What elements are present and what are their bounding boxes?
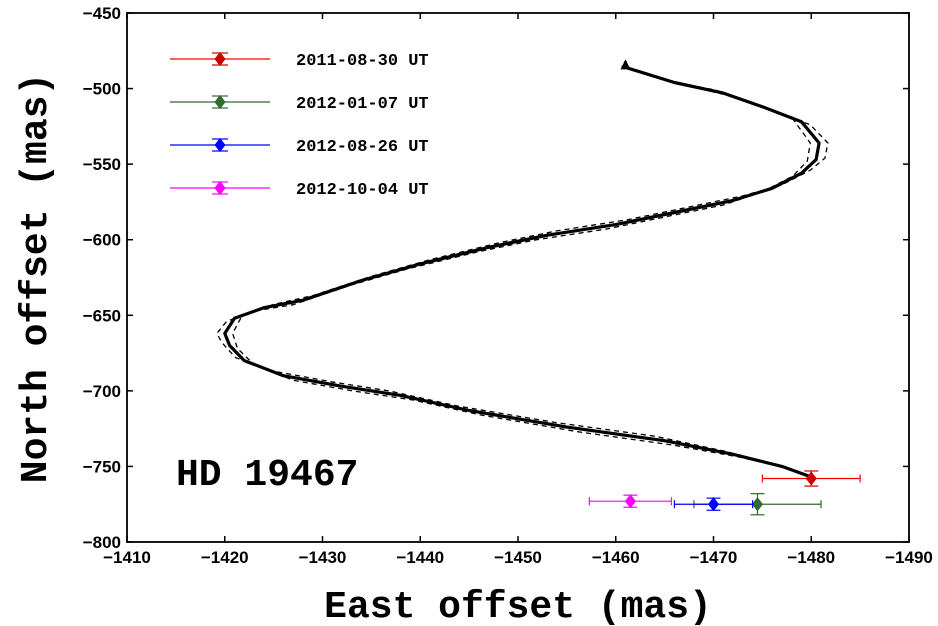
- x-tick-label: −1410: [103, 548, 151, 567]
- data-point-marker: [751, 497, 763, 512]
- orbit-track: [223, 59, 821, 479]
- envelope-outer: [216, 65, 812, 478]
- data-point-marker: [805, 471, 817, 486]
- orbit-line: [223, 59, 821, 479]
- y-tick-label: −450: [83, 4, 121, 23]
- legend-entry: 2011-08-30 UT: [170, 51, 429, 71]
- x-tick-label: −1440: [396, 548, 444, 567]
- x-tick-label: −1420: [201, 548, 249, 567]
- data-points: [588, 470, 861, 516]
- legend-label: 2012-08-26 UT: [296, 138, 429, 157]
- legend-marker: [214, 180, 226, 196]
- x-tick-label: −1460: [592, 548, 640, 567]
- x-tick-label: −1470: [690, 548, 738, 567]
- data-point-2011-08-30-ut: [761, 470, 861, 487]
- y-tick-label: −700: [83, 382, 121, 401]
- data-point-2012-08-26-ut: [673, 497, 754, 512]
- legend-label: 2012-01-07 UT: [296, 95, 429, 114]
- legend-entry: 2012-10-04 UT: [170, 180, 429, 200]
- y-tick-label: −600: [83, 231, 121, 250]
- annotation-label: HD 19467: [176, 454, 358, 497]
- x-tick-label: −1430: [299, 548, 347, 567]
- data-point-marker: [624, 494, 636, 509]
- x-axis-title: East offset (mas): [324, 586, 712, 626]
- legend-entry: 2012-01-07 UT: [170, 94, 429, 114]
- envelope-inner: [231, 68, 829, 478]
- y-tick-label: −500: [83, 80, 121, 99]
- legend-marker: [214, 94, 226, 110]
- x-tick-label: −1490: [885, 548, 933, 567]
- x-axis-ticks: −1410 −1420 −1430 −1440 −1450 −1460 −1470 −1480…: [103, 13, 933, 567]
- y-tick-label: −750: [83, 457, 121, 476]
- y-tick-label: −550: [83, 155, 121, 174]
- y-axis-title: North offset (mas): [15, 73, 58, 483]
- data-point-2012-10-04-ut: [588, 494, 673, 509]
- legend-entry: 2012-08-26 UT: [170, 137, 429, 157]
- legend-label: 2012-10-04 UT: [296, 181, 429, 200]
- y-tick-label: −800: [83, 533, 121, 552]
- legend: 2011-08-30 UT 2012-01-07 UT 2012-08-26 UT 2…: [170, 51, 429, 200]
- orbit-uncertainty-envelope: [216, 65, 829, 478]
- y-tick-label: −650: [83, 306, 121, 325]
- x-tick-label: −1480: [787, 548, 835, 567]
- legend-marker: [214, 137, 226, 153]
- data-point-marker: [707, 497, 720, 512]
- y-axis-ticks: −450 −500 −550 −600 −650 −700 −750 −800: [83, 4, 909, 552]
- legend-label: 2011-08-30 UT: [296, 52, 429, 71]
- legend-marker: [214, 51, 226, 67]
- x-tick-label: −1450: [494, 548, 542, 567]
